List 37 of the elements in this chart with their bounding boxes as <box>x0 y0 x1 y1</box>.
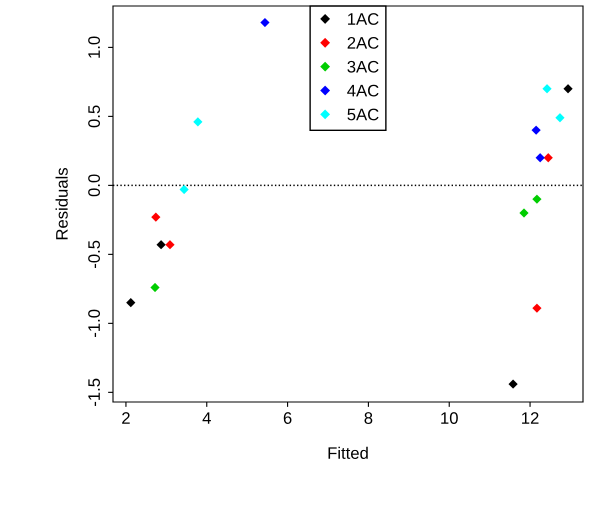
point <box>260 18 270 28</box>
point <box>193 117 202 127</box>
legend-label: 3AC <box>347 60 379 73</box>
x-tick-label: 12 <box>522 412 538 424</box>
point <box>180 184 189 194</box>
point <box>542 84 552 94</box>
point <box>150 282 160 292</box>
legend-label: 5AC <box>347 108 379 120</box>
point <box>544 153 553 162</box>
y-tick-label: 0.5 <box>88 105 100 128</box>
legend-label: 4AC <box>347 84 379 97</box>
legend-label: 2AC <box>348 36 379 49</box>
point <box>126 298 136 308</box>
point <box>532 126 541 135</box>
x-tick-label: 2 <box>122 412 130 424</box>
point <box>519 208 529 218</box>
x-tick-label: 10 <box>441 412 458 424</box>
point <box>536 153 545 162</box>
x-tick-label: 8 <box>364 412 372 424</box>
legend-label: 1AC <box>348 13 379 25</box>
point <box>151 212 160 222</box>
x-tick-label: 6 <box>284 412 292 424</box>
y-tick-label: 0.0 <box>88 174 100 196</box>
point <box>508 379 518 389</box>
point <box>563 84 573 94</box>
point <box>555 113 565 122</box>
point <box>532 304 542 313</box>
y-tick-label: -1.5 <box>88 378 100 406</box>
y-axis-title: Residuals <box>56 168 68 240</box>
point <box>532 194 542 204</box>
y-tick-label: -1.0 <box>88 310 100 337</box>
y-tick-label: 1.0 <box>88 36 100 58</box>
point <box>165 240 175 250</box>
x-axis-title: Fitted <box>328 446 368 459</box>
point <box>156 240 166 250</box>
x-tick-label: 4 <box>202 412 211 424</box>
y-tick-label: -0.5 <box>88 240 100 268</box>
